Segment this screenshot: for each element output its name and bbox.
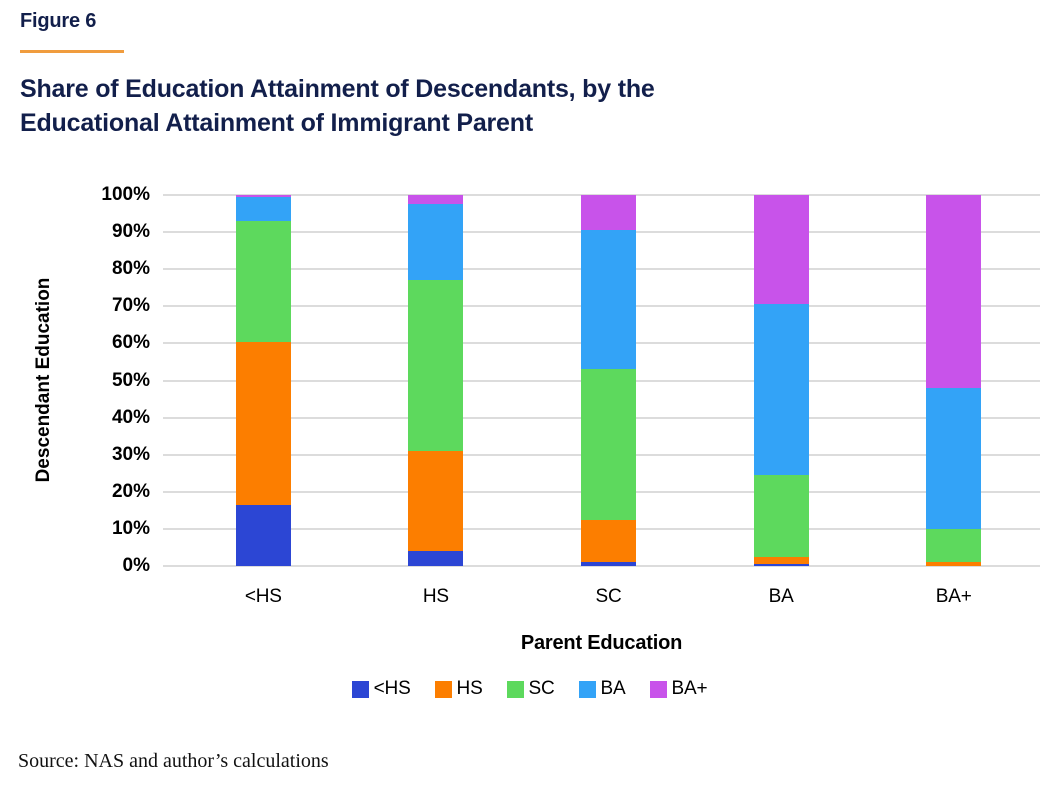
bar-slot: [867, 195, 1040, 566]
bar-segment-HS: [926, 562, 982, 566]
y-tick-label: 50%: [111, 369, 150, 391]
bar-segment-BA+: [753, 195, 809, 305]
bar-segment-SC: [408, 280, 464, 452]
legend-item-HS: HS: [434, 678, 483, 700]
bar-segment-BA+: [926, 195, 982, 388]
y-axis-ticks: 0% 10% 20% 30% 40% 50% 60% 70% 80% 90% 100%: [0, 184, 150, 576]
bar-segment-<HS: [235, 504, 291, 566]
plot-area: [163, 194, 1040, 567]
y-tick-label: 60%: [111, 332, 150, 354]
bar-slot: [522, 195, 695, 566]
bar-segment-<HS: [580, 562, 636, 566]
stacked-bar-BA: [753, 195, 809, 566]
y-tick-label: 90%: [111, 221, 150, 243]
x-tick-label: BA+: [935, 586, 972, 607]
bar-segment-BA+: [235, 195, 291, 197]
x-tick-label: SC: [595, 586, 622, 607]
gridline: [163, 565, 1040, 567]
legend-label: BA: [600, 678, 626, 699]
bar-segment-SC: [753, 475, 809, 557]
bar-segment-BA+: [408, 195, 464, 205]
legend-swatch-SC: [506, 680, 524, 698]
bar-segment-BA: [753, 304, 809, 476]
stacked-bar-<HS: [235, 195, 291, 566]
y-tick-label: 20%: [111, 480, 150, 502]
bars-area: [177, 195, 1040, 566]
stacked-bar-SC: [580, 195, 636, 566]
bar-segment-<HS: [408, 551, 464, 566]
x-axis-labels: <HS HS SC BA BA+: [177, 586, 1040, 608]
bar-segment-BA: [926, 387, 982, 529]
y-tick-label: 40%: [111, 406, 150, 428]
bar-segment-BA: [408, 204, 464, 281]
y-tick-label: 10%: [111, 517, 150, 539]
y-tick-label: 0%: [122, 555, 150, 576]
bar-slot: [350, 195, 523, 566]
legend-item-BA+: BA+: [649, 678, 708, 700]
legend-label: <HS: [373, 678, 411, 699]
bar-slot: [695, 195, 868, 566]
legend-swatch-HS: [434, 680, 452, 698]
figure-label: Figure 6: [20, 10, 97, 32]
bar-segment-BA: [580, 230, 636, 370]
bar-segment-SC: [926, 528, 982, 563]
bar-segment-<HS: [753, 564, 809, 566]
bar-segment-SC: [580, 369, 636, 520]
bar-segment-BA: [235, 196, 291, 221]
x-tick-label: BA: [768, 586, 794, 607]
legend-swatch-BA: [578, 680, 596, 698]
y-tick-label: 100%: [101, 184, 150, 205]
legend-swatch-BA+: [649, 680, 667, 698]
bar-segment-HS: [753, 556, 809, 565]
legend-item-BA: BA: [578, 678, 626, 700]
legend: <HS HS SC BA BA+: [0, 678, 1059, 700]
accent-rule: [20, 50, 124, 53]
legend-label: SC: [528, 678, 555, 699]
legend-label: HS: [456, 678, 483, 699]
legend-swatch-<HS: [351, 680, 369, 698]
x-tick-label: HS: [422, 586, 449, 607]
legend-label: BA+: [671, 678, 708, 699]
stacked-bar-HS: [408, 195, 464, 566]
bar-segment-HS: [235, 341, 291, 505]
bar-segment-SC: [235, 221, 291, 342]
y-tick-label: 30%: [111, 443, 150, 465]
bar-segment-HS: [580, 519, 636, 563]
legend-item-SC: SC: [506, 678, 555, 700]
y-tick-label: 70%: [111, 295, 150, 317]
x-tick-label: <HS: [244, 586, 282, 607]
x-axis-title: Parent Education: [520, 632, 683, 654]
chart-title: Share of Education Attainment of Descend…: [20, 75, 655, 137]
bar-slot: [177, 195, 350, 566]
source-note: Source: NAS and author’s calculations: [18, 750, 329, 772]
legend-item-<HS: <HS: [351, 678, 411, 700]
y-tick-label: 80%: [111, 258, 150, 280]
stacked-bar-BA+: [926, 195, 982, 566]
bar-segment-HS: [408, 451, 464, 552]
gridline: [163, 194, 1040, 196]
bar-segment-BA+: [580, 195, 636, 231]
